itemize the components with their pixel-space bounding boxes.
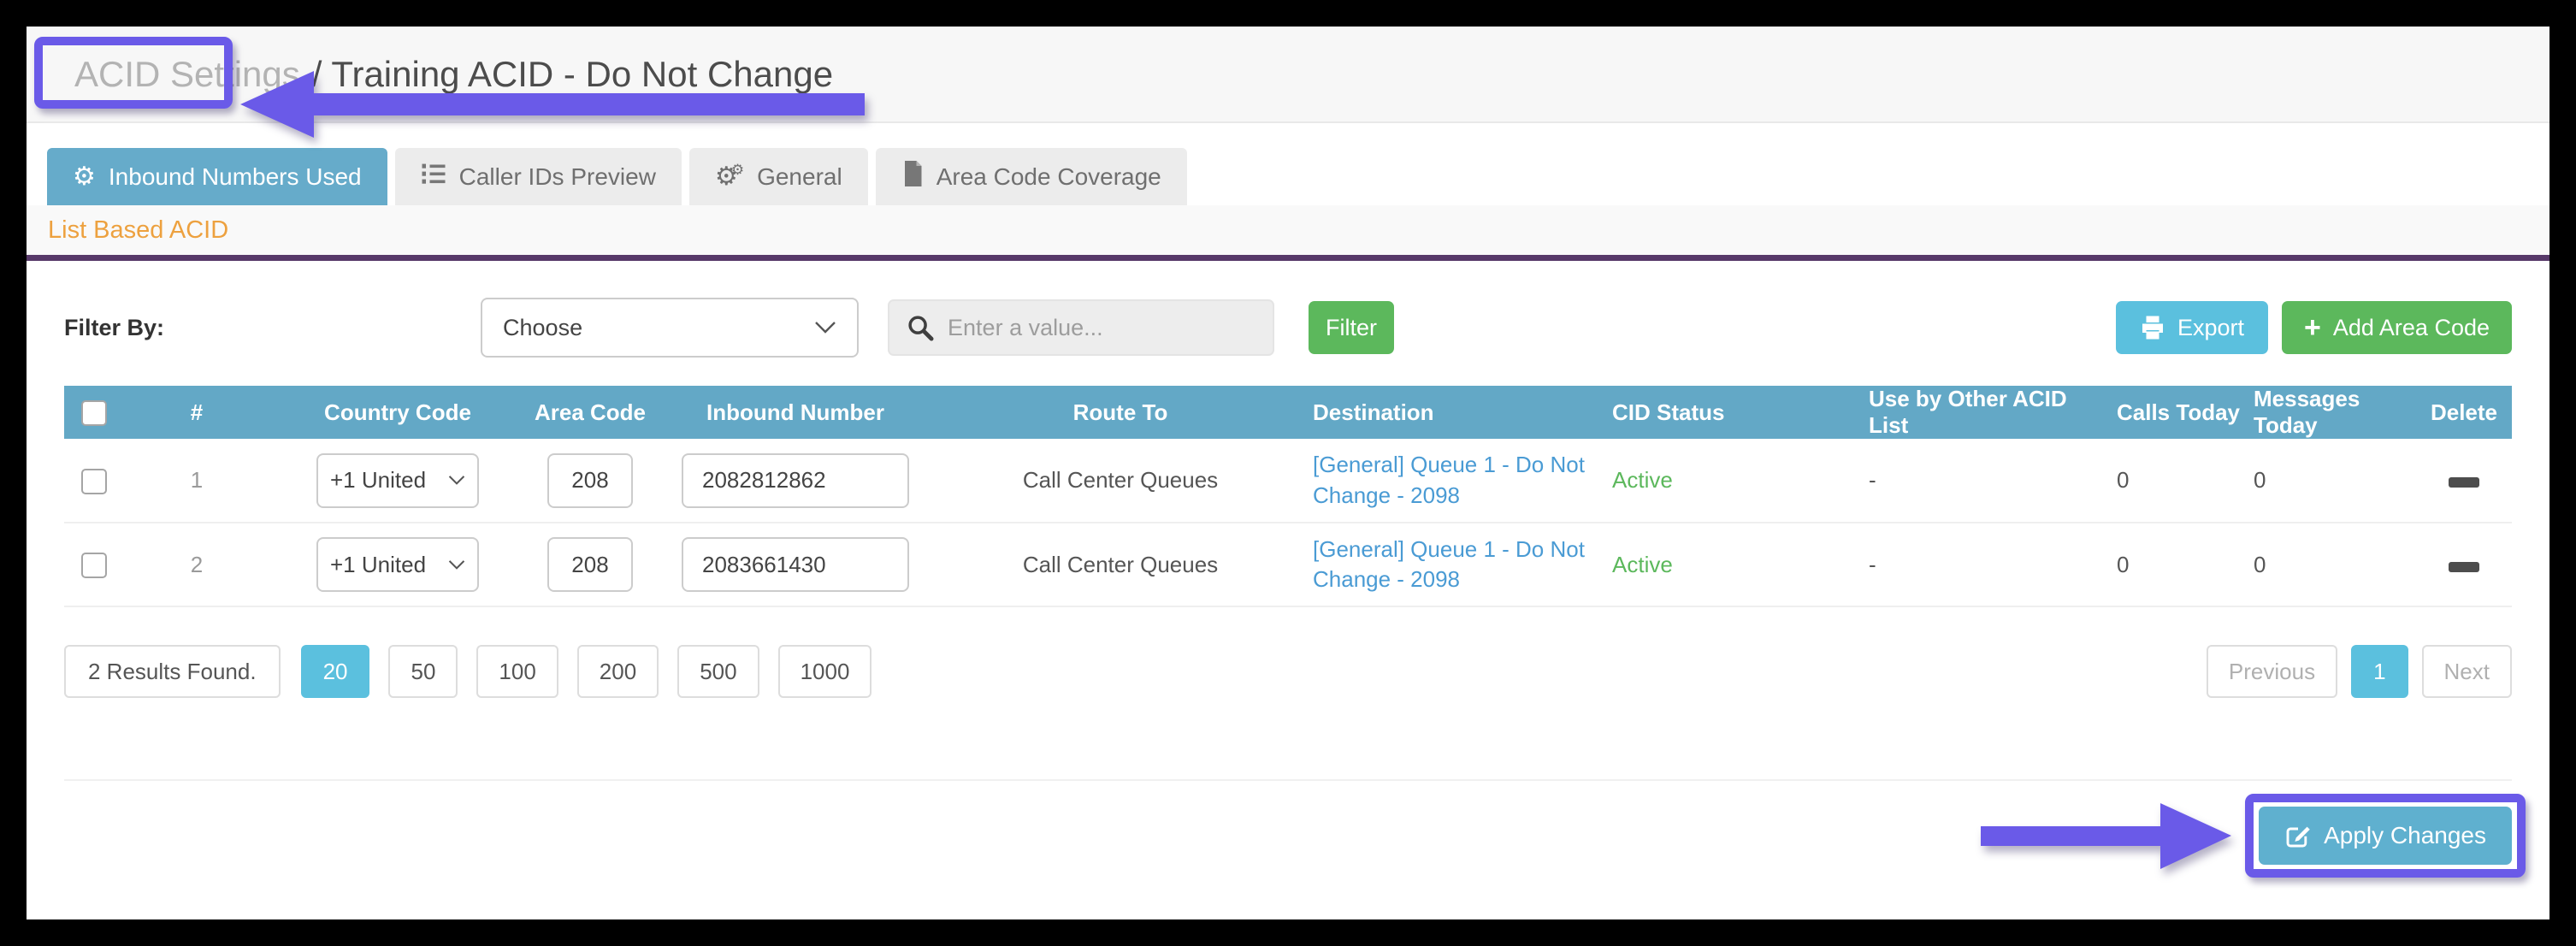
inbound-number-input[interactable] [682, 537, 909, 592]
messages-today-cell: 0 [2245, 439, 2416, 523]
apply-changes-button[interactable]: Apply Changes [2259, 807, 2512, 865]
plus-icon: + [2304, 311, 2321, 344]
printer-icon [2142, 316, 2163, 340]
divider [64, 779, 2512, 781]
tab-label: Inbound Numbers Used [108, 163, 362, 190]
table-header-row: # Country Code Area Code Inbound Number … [64, 386, 2512, 439]
delete-icon[interactable] [2449, 477, 2479, 488]
page-size-20[interactable]: 20 [300, 645, 370, 698]
tab-label: General [757, 163, 842, 190]
row-checkbox[interactable] [81, 553, 107, 579]
cid-status: Active [1612, 551, 1673, 577]
country-code-select[interactable]: +1 United [316, 537, 479, 592]
table-row: 1 +1 United Call Center Queues [General]… [64, 439, 2512, 523]
current-page-button[interactable]: 1 [2351, 645, 2408, 698]
column-header: Route To [936, 386, 1304, 439]
destination-link[interactable]: [General] Queue 1 - Do Not Change - 2098 [1313, 452, 1585, 508]
inbound-number-input[interactable] [682, 452, 909, 508]
filter-field-select[interactable]: Choose [481, 298, 860, 358]
filter-toolbar: Filter By: Choose Filter Export + [64, 297, 2512, 358]
column-header: Use by Other ACID List [1860, 386, 2108, 439]
area-code-input[interactable] [547, 452, 633, 508]
search-icon [908, 316, 934, 341]
tab-label: Caller IDs Preview [458, 163, 656, 190]
edit-pencil-icon [2286, 826, 2310, 848]
column-header: Area Code [526, 386, 654, 439]
export-button[interactable]: Export [2115, 301, 2268, 354]
subnav: List Based ACID [27, 205, 2549, 261]
file-icon [901, 161, 924, 192]
next-page-button[interactable]: Next [2421, 645, 2512, 698]
apply-row: Apply Changes [64, 794, 2526, 878]
tab-caller-ids-preview[interactable]: Caller IDs Preview [394, 148, 682, 205]
table-row: 2 +1 United Call Center Queues [General]… [64, 523, 2512, 607]
previous-page-button[interactable]: Previous [2206, 645, 2338, 698]
page-size-buttons: 20 50 100 200 500 1000 [300, 645, 872, 698]
breadcrumb: ACID Settings / Training ACID - Do Not C… [27, 27, 2549, 123]
subnav-list-based-acid[interactable]: List Based ACID [48, 216, 229, 244]
page-size-100[interactable]: 100 [476, 645, 558, 698]
calls-today-cell: 0 [2108, 439, 2245, 523]
tab-general[interactable]: ⚙ ⚙ General [688, 148, 868, 205]
results-count: 2 Results Found. [64, 645, 281, 698]
route-to-cell: Call Center Queues [936, 439, 1304, 523]
search-input[interactable] [948, 314, 1239, 341]
filter-button[interactable]: Filter [1309, 301, 1395, 354]
cogs-icon: ⚙ ⚙ [714, 162, 745, 191]
page-size-50[interactable]: 50 [388, 645, 458, 698]
calls-today-cell: 0 [2108, 523, 2245, 607]
list-ol-icon [421, 161, 446, 192]
breadcrumb-section[interactable]: ACID Settings [74, 53, 300, 94]
destination-link[interactable]: [General] Queue 1 - Do Not Change - 2098 [1313, 535, 1585, 592]
annotation-arrow-right [1981, 803, 2232, 869]
chevron-down-icon [815, 322, 836, 334]
use-by-other-acid-cell: - [1860, 439, 2108, 523]
column-header: Messages Today [2245, 386, 2416, 439]
column-header: Delete [2416, 386, 2512, 439]
tab-inbound-numbers-used[interactable]: ⚙ Inbound Numbers Used [47, 148, 387, 205]
column-header: # [124, 386, 269, 439]
select-value: Choose [503, 314, 583, 340]
delete-icon[interactable] [2449, 561, 2479, 572]
area-code-input[interactable] [547, 537, 633, 592]
page-size-200[interactable]: 200 [576, 645, 659, 698]
app-window: ACID Settings / Training ACID - Do Not C… [27, 27, 2549, 919]
tab-label: Area Code Coverage [936, 163, 1161, 190]
add-area-code-button[interactable]: + Add Area Code [2282, 301, 2512, 354]
column-header: Inbound Number [654, 386, 936, 439]
route-to-cell: Call Center Queues [936, 523, 1304, 607]
filter-by-label: Filter By: [64, 314, 165, 340]
column-header: Calls Today [2108, 386, 2245, 439]
column-header: Destination [1304, 386, 1604, 439]
page-size-1000[interactable]: 1000 [777, 645, 872, 698]
row-number: 1 [124, 439, 269, 523]
cid-status: Active [1612, 467, 1673, 493]
tab-area-code-coverage[interactable]: Area Code Coverage [875, 148, 1187, 205]
chevron-down-icon [448, 476, 465, 485]
messages-today-cell: 0 [2245, 523, 2416, 607]
page-nav: Previous 1 Next [2206, 645, 2512, 698]
inbound-numbers-table: # Country Code Area Code Inbound Number … [64, 386, 2512, 607]
page-title: / Training ACID - Do Not Change [311, 53, 834, 94]
main-content: Filter By: Choose Filter Export + [27, 297, 2549, 878]
gear-icon: ⚙ [73, 162, 96, 191]
use-by-other-acid-cell: - [1860, 523, 2108, 607]
filter-search [888, 299, 1275, 356]
column-header: CID Status [1604, 386, 1860, 439]
select-all-checkbox[interactable] [81, 400, 107, 427]
row-checkbox[interactable] [81, 468, 107, 494]
country-code-select[interactable]: +1 United [316, 452, 479, 508]
tab-bar: ⚙ Inbound Numbers Used Caller IDs Previe… [47, 148, 2549, 205]
column-header: Country Code [269, 386, 526, 439]
pagination: 2 Results Found. 20 50 100 200 500 1000 … [64, 645, 2512, 698]
page-size-500[interactable]: 500 [677, 645, 759, 698]
chevron-down-icon [448, 559, 465, 570]
row-number: 2 [124, 523, 269, 607]
